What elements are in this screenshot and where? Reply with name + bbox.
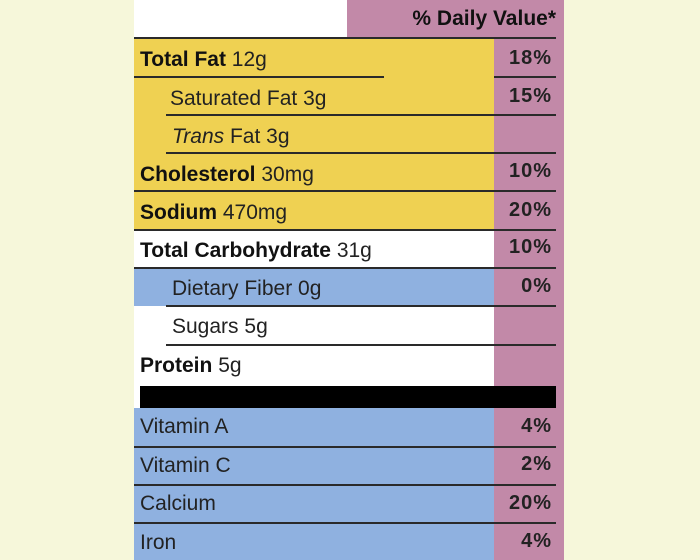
nutrient-name: Saturated Fat	[170, 87, 298, 110]
nutrient-amount: 470mg	[222, 201, 288, 224]
divider-line	[134, 446, 556, 448]
nutrient-name: Dietary Fiber	[172, 277, 293, 300]
nutrient-amount: 5g	[218, 354, 242, 377]
nutrient-row-sodium: Sodium 470mg	[134, 194, 287, 232]
vitamin-name: Vitamin A	[140, 415, 229, 438]
nutrient-amount: 0g	[298, 277, 322, 300]
divider-line	[134, 522, 556, 524]
nutrient-name-prefix: Trans	[172, 125, 225, 148]
section-separator-bar	[140, 386, 556, 408]
nutrient-amount: 5g	[244, 315, 268, 338]
nutrient-name: Cholesterol	[140, 163, 256, 186]
divider-line	[134, 229, 556, 231]
daily-value-header: % Daily Value*	[347, 0, 564, 38]
daily-value-header-text: % Daily Value*	[412, 7, 556, 30]
nutrient-amount: 3g	[303, 87, 327, 110]
daily-value-calcium: 20%	[508, 491, 552, 514]
divider-line	[134, 267, 556, 269]
nutrient-row-trans-fat: Trans Fat 3g	[134, 118, 290, 156]
daily-value-sodium: 20%	[508, 198, 552, 221]
daily-value-column-bg	[494, 38, 564, 560]
divider-line	[166, 305, 556, 307]
daily-value-vitamin-a: 4%	[521, 414, 552, 437]
divider-line	[134, 76, 384, 78]
vitamin-row-calcium: Calcium	[134, 485, 216, 523]
nutrient-amount: 31g	[336, 239, 372, 262]
daily-value-header-bg	[347, 0, 564, 38]
nutrient-amount: 12g	[231, 48, 267, 71]
daily-value-iron: 4%	[521, 529, 552, 552]
nutrient-row-sugars: Sugars 5g	[134, 308, 268, 346]
nutrient-row-total-carbohydrate: Total Carbohydrate 31g	[134, 232, 372, 270]
divider-line	[166, 114, 556, 116]
dietary-fiber-bg	[134, 268, 494, 306]
daily-value-total-fat: 18%	[508, 46, 552, 69]
daily-value-vitamin-c: 2%	[521, 452, 552, 475]
vitamin-row-iron: Iron	[134, 524, 176, 560]
vitamin-name: Calcium	[140, 492, 216, 515]
nutrient-name: Total Carbohydrate	[140, 239, 331, 262]
nutrient-row-protein: Protein 5g	[134, 347, 242, 385]
fat-group-bg	[134, 38, 494, 230]
nutrient-row-total-fat: Total Fat 12g	[134, 41, 267, 79]
divider-line	[134, 484, 556, 486]
vitamin-name: Vitamin C	[140, 454, 231, 477]
nutrient-row-saturated-fat: Saturated Fat 3g	[134, 80, 326, 118]
nutrient-name: Sodium	[140, 201, 217, 224]
divider-line	[166, 344, 556, 346]
nutrient-row-dietary-fiber: Dietary Fiber 0g	[134, 270, 321, 308]
nutrient-name: Sugars	[172, 315, 239, 338]
divider-line	[494, 76, 556, 78]
vitamin-row-vitamin-a: Vitamin A	[134, 408, 228, 446]
vitamin-name: Iron	[140, 531, 177, 554]
nutrition-facts-label: % Daily Value* Total Fat 12g Saturated F…	[134, 0, 564, 560]
divider-line	[166, 152, 556, 154]
daily-value-cholesterol: 10%	[508, 159, 552, 182]
nutrient-amount: 30mg	[261, 163, 314, 186]
vitamin-row-vitamin-c: Vitamin C	[134, 447, 231, 485]
divider-line	[134, 190, 556, 192]
nutrient-amount: 3g	[266, 125, 290, 148]
nutrient-name: Fat	[229, 125, 261, 148]
nutrient-name: Protein	[140, 354, 213, 377]
nutrient-name: Total Fat	[140, 48, 226, 71]
nutrient-row-cholesterol: Cholesterol 30mg	[134, 156, 314, 194]
daily-value-total-carbohydrate: 10%	[508, 235, 552, 258]
divider-line	[134, 37, 556, 39]
daily-value-dietary-fiber: 0%	[521, 274, 552, 297]
daily-value-saturated-fat: 15%	[508, 84, 552, 107]
